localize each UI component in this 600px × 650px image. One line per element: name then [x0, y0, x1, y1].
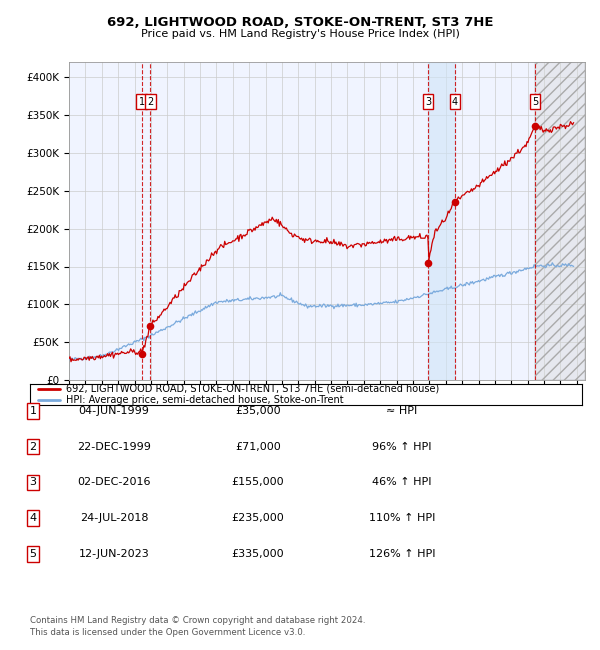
Text: 2: 2: [29, 441, 37, 452]
Text: 692, LIGHTWOOD ROAD, STOKE-ON-TRENT, ST3 7HE: 692, LIGHTWOOD ROAD, STOKE-ON-TRENT, ST3…: [107, 16, 493, 29]
Text: 4: 4: [29, 513, 37, 523]
Text: 24-JUL-2018: 24-JUL-2018: [80, 513, 148, 523]
Text: 12-JUN-2023: 12-JUN-2023: [79, 549, 149, 559]
Text: 1: 1: [29, 406, 37, 416]
Text: Price paid vs. HM Land Registry's House Price Index (HPI): Price paid vs. HM Land Registry's House …: [140, 29, 460, 38]
Text: £235,000: £235,000: [232, 513, 284, 523]
Text: £71,000: £71,000: [235, 441, 281, 452]
Text: HPI: Average price, semi-detached house, Stoke-on-Trent: HPI: Average price, semi-detached house,…: [66, 395, 344, 404]
Text: £35,000: £35,000: [235, 406, 281, 416]
Text: 1: 1: [139, 97, 145, 107]
Text: ≈ HPI: ≈ HPI: [386, 406, 418, 416]
Text: 3: 3: [29, 477, 37, 488]
Text: 5: 5: [532, 97, 538, 107]
Text: 692, LIGHTWOOD ROAD, STOKE-ON-TRENT, ST3 7HE (semi-detached house): 692, LIGHTWOOD ROAD, STOKE-ON-TRENT, ST3…: [66, 384, 439, 394]
Text: 2: 2: [147, 97, 154, 107]
Text: 22-DEC-1999: 22-DEC-1999: [77, 441, 151, 452]
Text: This data is licensed under the Open Government Licence v3.0.: This data is licensed under the Open Gov…: [30, 628, 305, 637]
Text: 04-JUN-1999: 04-JUN-1999: [79, 406, 149, 416]
Bar: [535, 62, 585, 380]
Text: 5: 5: [29, 549, 37, 559]
Text: 96% ↑ HPI: 96% ↑ HPI: [372, 441, 432, 452]
Text: £155,000: £155,000: [232, 477, 284, 488]
Text: 02-DEC-2016: 02-DEC-2016: [77, 477, 151, 488]
Bar: [535, 62, 585, 380]
Text: Contains HM Land Registry data © Crown copyright and database right 2024.: Contains HM Land Registry data © Crown c…: [30, 616, 365, 625]
Bar: [428, 62, 455, 380]
Text: 46% ↑ HPI: 46% ↑ HPI: [372, 477, 432, 488]
Text: 126% ↑ HPI: 126% ↑ HPI: [369, 549, 435, 559]
Text: £335,000: £335,000: [232, 549, 284, 559]
Text: 110% ↑ HPI: 110% ↑ HPI: [369, 513, 435, 523]
Text: 4: 4: [452, 97, 458, 107]
Text: 3: 3: [425, 97, 431, 107]
